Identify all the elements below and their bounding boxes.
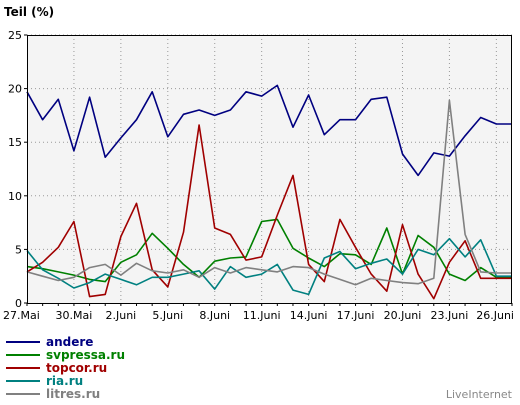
legend-label: andere (46, 335, 93, 349)
legend-label: svpressa.ru (46, 348, 125, 362)
series-lines (26, 84, 512, 300)
y-tick-label: 15 (8, 136, 22, 149)
x-tick-label: 5.Juni (152, 309, 183, 322)
y-axis: 0 5 10 15 20 25 (8, 29, 27, 310)
y-tick-label: 10 (8, 190, 22, 203)
x-tick-label: 11.Juni (243, 309, 281, 322)
y-tick-label: 5 (15, 243, 22, 256)
legend-label: litres.ru (46, 387, 100, 401)
x-axis: 27.Mai 30.Mai 2.Juni 5.Juni 8.Juni 11.Juni 14.… (3, 303, 514, 322)
x-tick-label: 27.Mai (3, 309, 40, 322)
series-line-ria-ru (26, 237, 512, 296)
x-tick-label: 8.Juni (199, 309, 230, 322)
series-line-svpressa-ru (26, 218, 512, 283)
x-tick-label: 26.Juni (476, 309, 514, 322)
y-tick-label: 20 (8, 83, 22, 96)
y-tick-label: 0 (15, 297, 22, 310)
plot-area (27, 35, 512, 303)
x-tick-label: 14.Juni (290, 309, 328, 322)
y-axis-title: Teil (%) (4, 5, 54, 19)
series-line-andere (26, 84, 512, 177)
x-tick-label: 20.Juni (384, 309, 422, 322)
plot-frame (27, 35, 512, 304)
legend-label: ria.ru (46, 374, 83, 388)
series-line-litres-ru (26, 99, 512, 286)
legend: anderesvpressa.rutopcor.ruria.rulitres.r… (6, 335, 125, 401)
x-tick-label: 30.Mai (56, 309, 93, 322)
series-line-topcor-ru (26, 124, 512, 300)
x-tick-label: 2.Juni (105, 309, 136, 322)
x-tick-label: 17.Juni (337, 309, 375, 322)
legend-label: topcor.ru (46, 361, 107, 375)
liveinternet-brand: LiveInternet (446, 388, 513, 401)
y-tick-label: 25 (8, 29, 22, 42)
x-tick-label: 23.Juni (431, 309, 469, 322)
